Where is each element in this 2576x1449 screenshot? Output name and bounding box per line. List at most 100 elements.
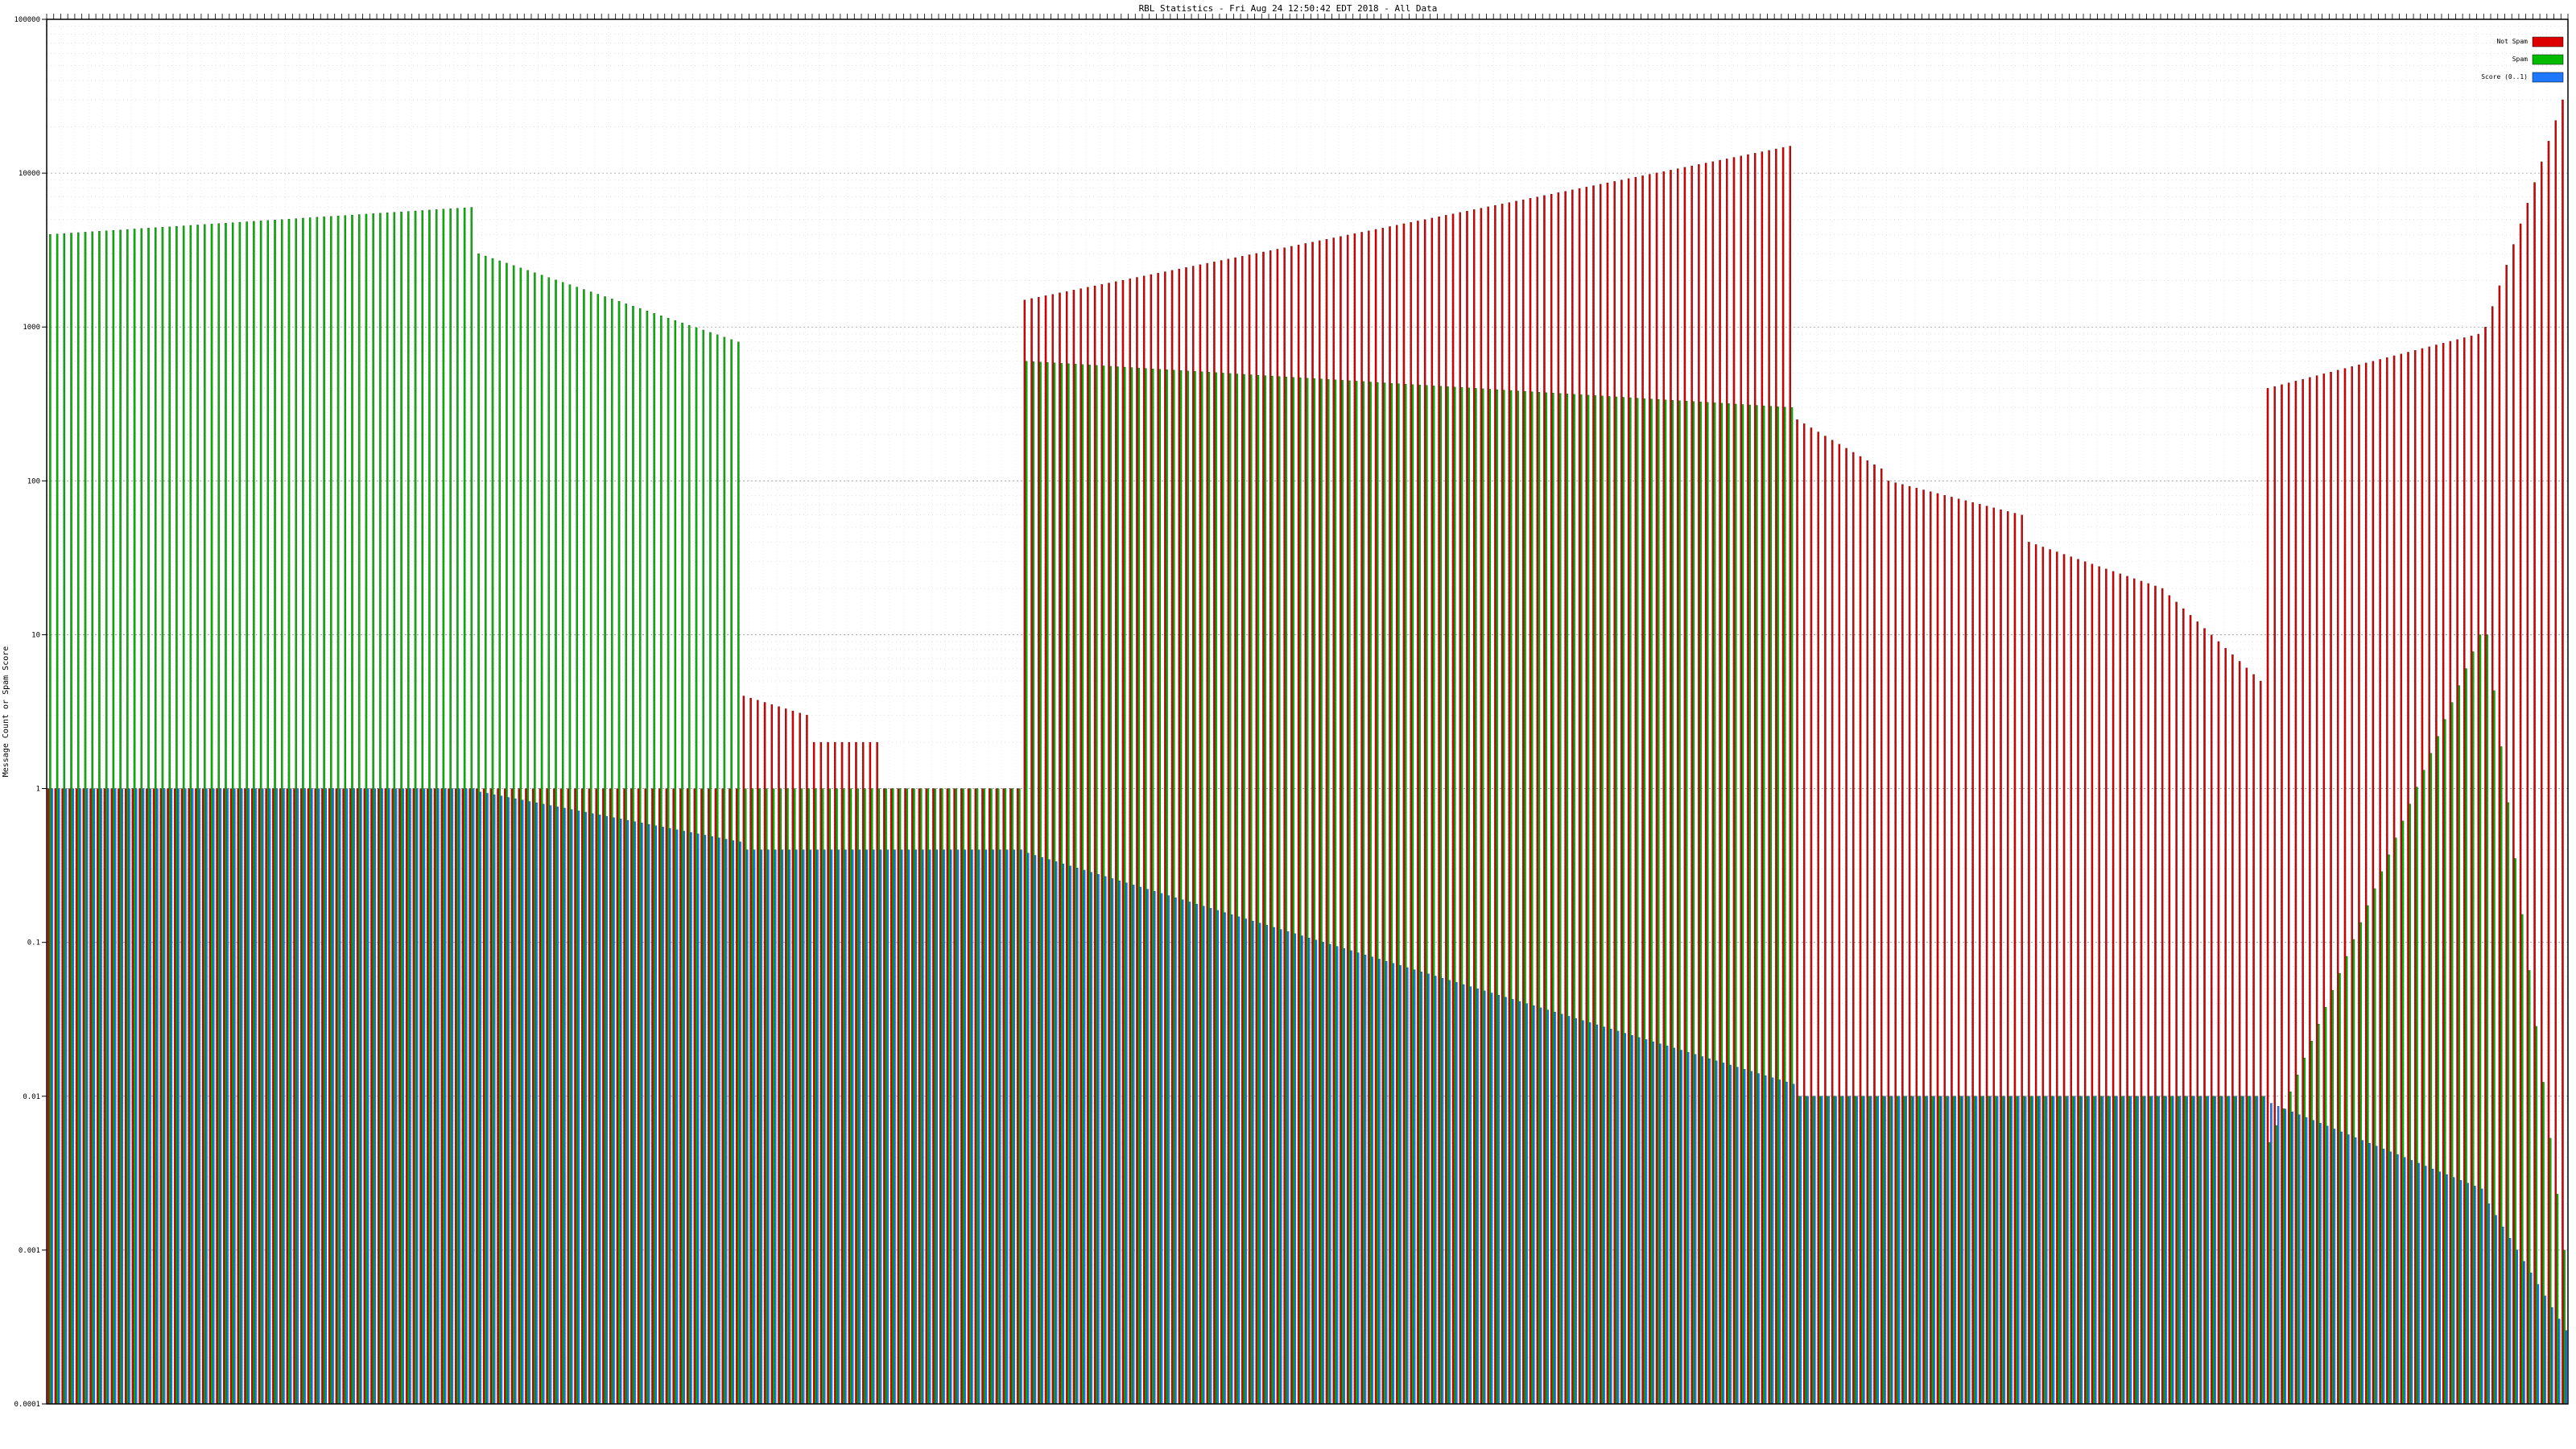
bar — [2144, 1096, 2146, 1405]
bar — [79, 788, 81, 1405]
bar — [1466, 210, 1468, 1405]
bar — [1096, 365, 1098, 1405]
bar — [555, 279, 557, 1405]
bar — [1102, 365, 1105, 1405]
bar — [233, 788, 236, 1405]
bar — [2565, 1330, 2568, 1405]
bar — [398, 788, 401, 1405]
bar — [448, 788, 450, 1405]
bar — [1364, 955, 1367, 1405]
bar — [118, 788, 120, 1405]
bar — [1859, 456, 1862, 1405]
bar — [1530, 391, 1534, 1405]
bar — [562, 282, 564, 1405]
bar — [812, 741, 815, 1405]
bar — [1497, 995, 1500, 1405]
bar — [2226, 1096, 2229, 1405]
bar — [412, 788, 415, 1405]
bar — [2422, 770, 2425, 1405]
bar — [1315, 939, 1318, 1405]
bar — [1985, 506, 1988, 1405]
bar — [449, 208, 452, 1405]
bar — [1951, 497, 1953, 1405]
bar — [2431, 1168, 2434, 1405]
y-tick-label: 10000 — [19, 170, 40, 178]
bar — [1439, 386, 1442, 1405]
bar — [1762, 405, 1765, 1405]
bar — [1765, 1075, 1767, 1405]
bar — [2319, 1123, 2322, 1405]
bar — [1145, 368, 1147, 1405]
bar — [2070, 556, 2072, 1405]
bar — [913, 788, 915, 1405]
bar — [595, 788, 597, 1405]
bar — [147, 228, 150, 1405]
bar — [830, 849, 833, 1405]
bar — [142, 788, 145, 1405]
bar — [1610, 1029, 1612, 1405]
bar — [189, 225, 192, 1405]
bar — [2512, 244, 2515, 1405]
bar — [906, 788, 908, 1405]
bar — [521, 799, 524, 1405]
bar — [336, 216, 340, 1405]
bar — [97, 788, 99, 1405]
bar — [1399, 965, 1402, 1405]
bar — [1018, 788, 1021, 1405]
bar — [1130, 367, 1133, 1405]
bar — [196, 225, 199, 1405]
bar — [370, 788, 373, 1405]
bar — [1013, 849, 1015, 1405]
bar — [2049, 549, 2051, 1405]
bar — [1216, 910, 1219, 1405]
bar — [2010, 1096, 2013, 1405]
bar — [63, 233, 66, 1405]
bar — [191, 788, 194, 1405]
bar — [1378, 959, 1381, 1405]
bar — [70, 233, 72, 1405]
bar — [1891, 1096, 1893, 1405]
bar — [1139, 886, 1142, 1405]
bar — [140, 228, 142, 1405]
bar — [1707, 402, 1709, 1405]
bar — [2217, 641, 2220, 1405]
bar — [1230, 914, 1233, 1405]
bar — [1567, 1016, 1571, 1405]
bar — [1236, 374, 1238, 1405]
bar — [1374, 229, 1377, 1405]
bar — [2065, 1096, 2067, 1405]
bar — [2354, 1137, 2357, 1405]
bar — [237, 788, 239, 1405]
bar — [1505, 997, 1507, 1405]
bar — [1273, 927, 1275, 1405]
y-tick-label: 100000 — [14, 16, 40, 24]
bar — [2519, 223, 2522, 1405]
bar — [293, 788, 295, 1405]
bar — [2463, 337, 2466, 1405]
bar — [470, 207, 473, 1405]
bar — [2401, 820, 2405, 1405]
bar — [1490, 993, 1493, 1405]
bar — [647, 824, 650, 1405]
bar — [2444, 719, 2446, 1405]
bar — [1072, 290, 1075, 1405]
bar — [2080, 1096, 2083, 1405]
bar — [815, 788, 817, 1405]
bar — [1285, 377, 1288, 1405]
bar — [1608, 396, 1611, 1405]
bar — [1044, 295, 1047, 1405]
bar — [1087, 287, 1089, 1405]
bar — [2449, 341, 2452, 1405]
bar — [2001, 1096, 2004, 1405]
bar — [1894, 482, 1897, 1405]
bar — [1508, 202, 1511, 1405]
bar — [2500, 746, 2503, 1405]
bar — [1715, 1060, 1718, 1405]
bar — [2303, 1058, 2306, 1405]
bar — [2330, 371, 2332, 1405]
bar — [960, 788, 963, 1405]
bar — [1188, 902, 1191, 1405]
bar — [1249, 374, 1253, 1405]
bar — [1220, 260, 1223, 1405]
bar — [458, 788, 460, 1405]
